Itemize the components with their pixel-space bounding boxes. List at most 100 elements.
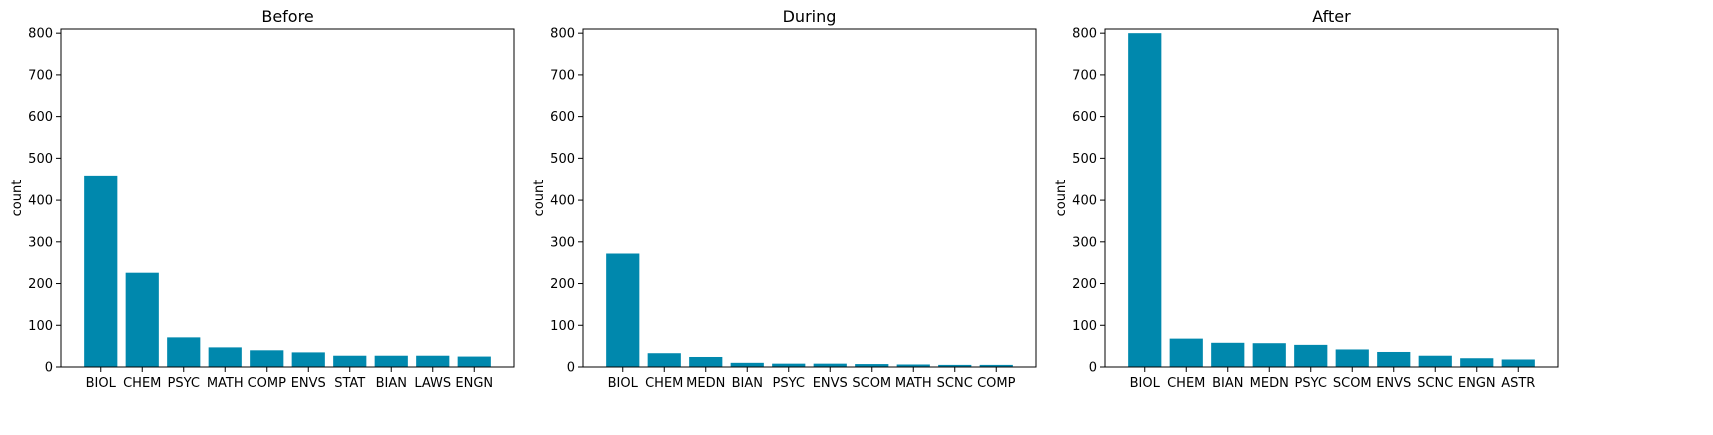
y-tick-label: 400 xyxy=(550,194,575,209)
bar-psyc xyxy=(772,363,806,367)
x-tick-label: BIOL xyxy=(1130,376,1161,391)
y-tick-label: 200 xyxy=(550,277,575,292)
x-tick-label: SCNC xyxy=(937,376,973,391)
x-tick-label: CHEM xyxy=(123,376,161,391)
bar-scnc xyxy=(938,364,972,367)
bar-medn xyxy=(689,356,723,367)
x-tick-label: STAT xyxy=(334,376,365,391)
bar-stat xyxy=(333,355,367,367)
y-axis: 0 100 200 300 400 500 600 700 800 xyxy=(28,27,61,376)
y-tick-label: 700 xyxy=(1072,68,1097,83)
panel-title: Before xyxy=(261,7,313,26)
x-tick-label: ENVS xyxy=(813,376,848,391)
bar-bian xyxy=(1211,342,1245,367)
x-tick-label: LAWS xyxy=(414,376,451,391)
x-tick-label: CHEM xyxy=(645,376,683,391)
y-tick-label: 300 xyxy=(1072,235,1097,250)
y-tick-label: 600 xyxy=(1072,110,1097,125)
bar-psyc xyxy=(167,337,201,367)
x-tick-label: ENVS xyxy=(1376,376,1411,391)
bar-chem xyxy=(1169,338,1203,367)
x-tick-label: BIAN xyxy=(1212,376,1243,391)
panel-before: Before count 0 100 200 300 400 500 600 700 800 B… xyxy=(10,7,515,391)
bar-scnc xyxy=(1418,355,1452,367)
x-tick-label: PSYC xyxy=(1295,376,1327,391)
bar-math xyxy=(896,364,930,367)
x-tick-label: MEDN xyxy=(1250,376,1289,391)
y-tick-label: 700 xyxy=(550,68,575,83)
bar-psyc xyxy=(1294,344,1328,367)
bar-medn xyxy=(1252,343,1286,367)
bar-biol xyxy=(606,253,640,367)
x-tick-label: ASTR xyxy=(1501,376,1535,391)
bars xyxy=(1128,33,1535,368)
y-tick-label: 0 xyxy=(45,361,53,376)
bar-biol xyxy=(84,175,118,367)
bars xyxy=(606,253,1013,367)
y-tick-label: 200 xyxy=(28,277,53,292)
x-tick-label: MATH xyxy=(895,376,932,391)
y-tick-label: 500 xyxy=(1072,152,1097,167)
x-axis: BIOL CHEM PSYC MATH COMP ENVS STAT BIAN LAWS ENGN xyxy=(86,367,493,391)
y-tick-label: 100 xyxy=(1072,319,1097,334)
x-tick-label: SCOM xyxy=(852,376,891,391)
y-tick-label: 0 xyxy=(1089,361,1097,376)
x-tick-label: BIAN xyxy=(376,376,407,391)
x-axis: BIOL CHEM MEDN BIAN PSYC ENVS SCOM MATH SCNC COMP xyxy=(608,367,1016,391)
y-axis-label: count xyxy=(532,180,547,217)
bar-comp xyxy=(250,350,284,367)
x-tick-label: SCNC xyxy=(1417,376,1453,391)
plot-frame xyxy=(60,28,515,368)
y-tick-label: 100 xyxy=(550,319,575,334)
y-axis-label: count xyxy=(1054,180,1069,217)
x-tick-label: SCOM xyxy=(1333,376,1372,391)
y-axis-label: count xyxy=(10,180,25,217)
x-tick-label: ENGN xyxy=(455,376,493,391)
y-tick-label: 300 xyxy=(550,235,575,250)
y-tick-label: 600 xyxy=(28,110,53,125)
y-axis: 0 100 200 300 400 500 600 700 800 xyxy=(550,27,583,376)
bar-astr xyxy=(1501,359,1535,367)
y-tick-label: 400 xyxy=(28,194,53,209)
x-tick-label: PSYC xyxy=(773,376,805,391)
y-tick-label: 700 xyxy=(28,68,53,83)
bar-chem xyxy=(647,353,681,367)
y-tick-label: 600 xyxy=(550,110,575,125)
bar-math xyxy=(208,347,242,367)
y-tick-label: 400 xyxy=(1072,194,1097,209)
bar-envs xyxy=(813,363,847,367)
panel-title: During xyxy=(783,7,837,26)
plot-frame xyxy=(582,28,1037,368)
y-axis: 0 100 200 300 400 500 600 700 800 xyxy=(1072,27,1105,376)
x-axis: BIOL CHEM BIAN MEDN PSYC SCOM ENVS SCNC ENGN ASTR xyxy=(1130,367,1535,391)
x-tick-label: COMP xyxy=(977,376,1016,391)
x-tick-label: MATH xyxy=(207,376,244,391)
y-tick-label: 200 xyxy=(1072,277,1097,292)
panel-after: After count 0 100 200 300 400 500 600 700 800 BI… xyxy=(1054,7,1559,391)
bar-laws xyxy=(416,355,450,367)
bar-biol xyxy=(1128,33,1162,368)
y-tick-label: 800 xyxy=(28,27,53,42)
x-tick-label: ENGN xyxy=(1458,376,1496,391)
panel-title: After xyxy=(1312,7,1351,26)
bar-bian xyxy=(374,355,408,367)
x-tick-label: ENVS xyxy=(291,376,326,391)
bars xyxy=(84,175,491,367)
y-tick-label: 300 xyxy=(28,235,53,250)
bar-bian xyxy=(730,362,764,367)
x-tick-label: COMP xyxy=(248,376,287,391)
bar-scom xyxy=(855,364,889,367)
panel-during: During count 0 100 200 300 400 500 600 700 800 B… xyxy=(532,7,1037,391)
y-tick-label: 100 xyxy=(28,319,53,334)
plot-frame xyxy=(1104,28,1559,368)
y-tick-label: 500 xyxy=(550,152,575,167)
y-tick-label: 800 xyxy=(550,27,575,42)
bar-engn xyxy=(457,356,491,367)
bar-envs xyxy=(291,352,325,367)
x-tick-label: BIOL xyxy=(608,376,639,391)
bar-envs xyxy=(1377,351,1411,367)
y-tick-label: 500 xyxy=(28,152,53,167)
x-tick-label: CHEM xyxy=(1167,376,1205,391)
x-tick-label: BIAN xyxy=(732,376,763,391)
